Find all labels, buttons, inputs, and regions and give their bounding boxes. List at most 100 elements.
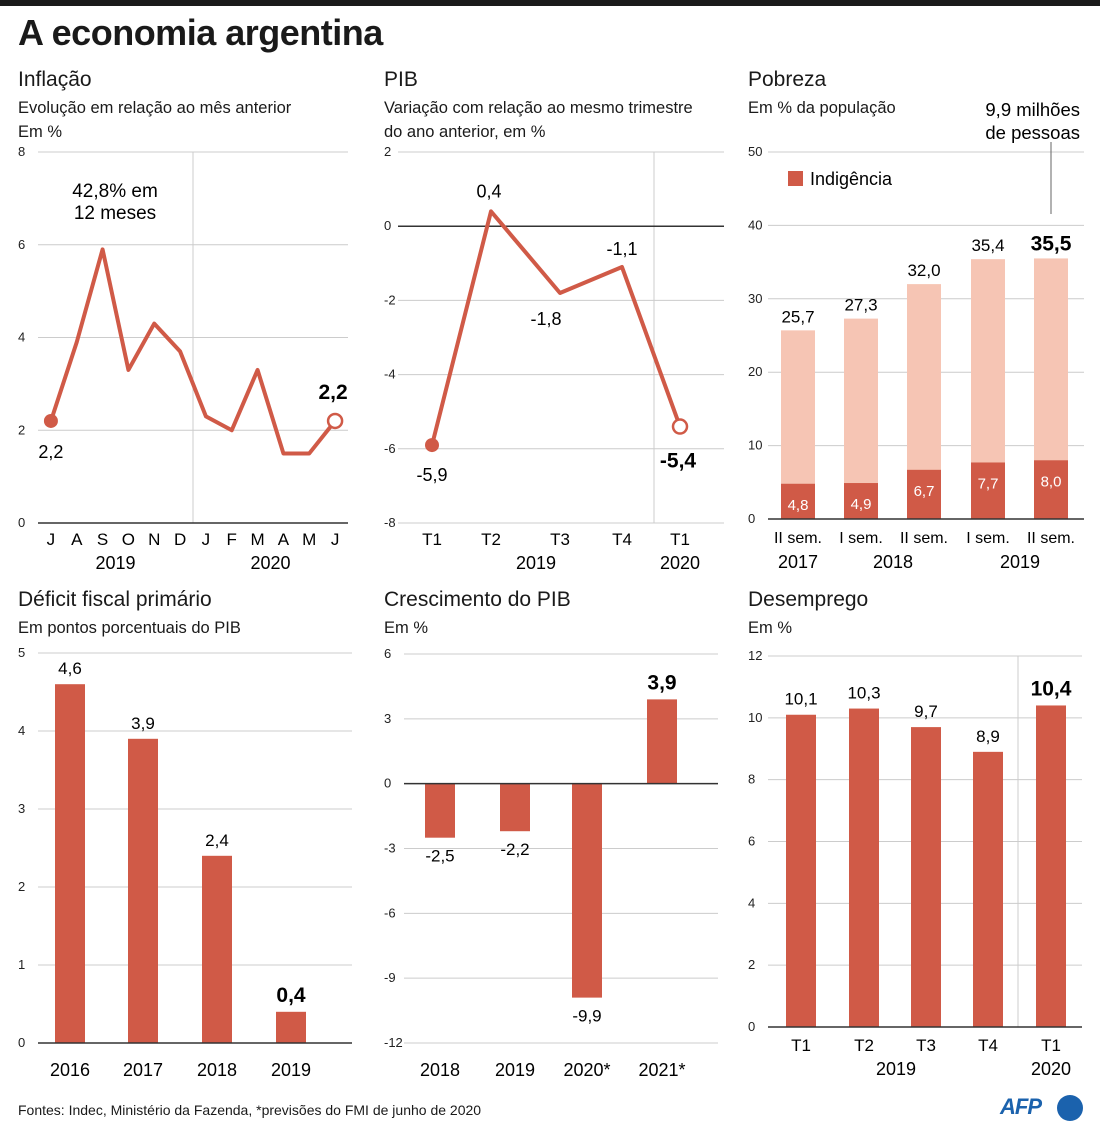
inflation-series-line [49, 247, 337, 456]
x-tick-label: J [47, 530, 56, 549]
y-tick-label: 30 [748, 291, 762, 306]
unemployment-bar [849, 708, 879, 1027]
x-tick-label: II sem. [774, 530, 822, 547]
deficit-title: Déficit fiscal primário [18, 588, 212, 611]
y-tick-label: -6 [384, 441, 396, 456]
unemployment-bar [973, 751, 1003, 1027]
inflation-title: Inflação [18, 68, 92, 91]
y-tick-label: 4 [748, 895, 755, 910]
growth-title: Crescimento do PIB [384, 588, 571, 611]
poverty-value-label: 35,4 [971, 236, 1004, 255]
bar-value-label: 10,4 [1031, 677, 1072, 700]
indigence-bar [1034, 460, 1068, 519]
y-tick-label: 0 [384, 776, 391, 791]
x-tick-label: A [278, 530, 290, 549]
y-tick-label: 2 [384, 144, 391, 159]
indigence-value-label: 6,7 [914, 483, 935, 500]
point-value-label: -5,9 [416, 465, 447, 485]
growth-panel: Crescimento do PIB Em % -12 -9 -6 -3 0 3 6 -2,5… [384, 588, 724, 1088]
indigence-value-label: 4,9 [851, 496, 872, 513]
x-tick-label: T3 [916, 1036, 936, 1055]
x-tick-label: 2019 [495, 1060, 535, 1080]
poverty-title: Pobreza [748, 68, 827, 91]
indigence-bar [844, 483, 878, 519]
afp-logo-dot [1057, 1095, 1083, 1121]
x-tick-label: F [227, 530, 237, 549]
last-value-label: 2,2 [318, 381, 347, 404]
x-tick-label: O [122, 530, 135, 549]
poverty-panel: Pobreza Em % da população 0 10 20 30 40 50 4,8… [748, 68, 1088, 578]
x-tick-label: J [331, 530, 340, 549]
y-tick-label: 4 [18, 723, 25, 738]
poverty-value-label: 32,0 [907, 261, 940, 280]
unemployment-chart: 0 2 4 6 8 10 12 10,1 10,3 9,7 8,9 10,4 T1 T2 T3 T4 T1 201… [748, 648, 1082, 1079]
footer-sources: Fontes: Indec, Ministério da Fazenda, *p… [18, 1102, 482, 1118]
x-tick-label: N [148, 530, 160, 549]
poverty-value-label: 25,7 [781, 307, 814, 326]
x-tick-label: 2020* [563, 1060, 610, 1080]
growth-subtitle: Em % [384, 619, 429, 637]
y-tick-label: 3 [384, 711, 391, 726]
indigence-value-label: 4,8 [788, 497, 809, 514]
x-tick-label: T2 [481, 530, 501, 549]
first-value-label: 2,2 [38, 442, 63, 462]
y-tick-label: 6 [18, 237, 25, 252]
y-tick-label: -4 [384, 367, 396, 382]
y-tick-label: 40 [748, 217, 762, 232]
people-annotation: 9,9 milhões de pessoas [985, 99, 1080, 143]
y-tick-label: 8 [748, 772, 755, 787]
legend-label: Indigência [810, 169, 893, 189]
x-tick-label: 2018 [197, 1060, 237, 1080]
y-tick-label: 0 [748, 511, 755, 526]
deficit-subtitle: Em pontos porcentuais do PIB [18, 619, 241, 637]
indigence-value-label: 7,7 [978, 475, 999, 492]
x-tick-label: D [174, 530, 186, 549]
x-tick-label: 2019 [271, 1060, 311, 1080]
legend-swatch [788, 171, 803, 186]
y-tick-label: 10 [748, 438, 762, 453]
point-value-label: -5,4 [660, 450, 697, 473]
page-title: A economia argentina [18, 12, 383, 53]
y-tick-label: 3 [18, 801, 25, 816]
y-tick-label: 8 [18, 144, 25, 159]
growth-bar [425, 783, 455, 838]
y-tick-label: 1 [18, 957, 25, 972]
deficit-panel: Déficit fiscal primário Em pontos porcen… [18, 588, 358, 1088]
data-point [326, 412, 344, 430]
year-label: 2018 [873, 552, 913, 572]
growth-bar [572, 783, 602, 998]
data-point [43, 413, 58, 428]
gdp-panel: PIB Variação com relação ao mesmo trimes… [384, 68, 734, 578]
deficit-bar [276, 1011, 306, 1043]
x-tick-label: T1 [670, 530, 690, 549]
x-tick-label: 2021* [638, 1060, 685, 1080]
x-tick-label: T1 [422, 530, 442, 549]
x-tick-label: T1 [791, 1036, 811, 1055]
y-tick-label: 4 [18, 330, 25, 345]
indigence-bar [907, 469, 941, 519]
data-point [425, 438, 439, 453]
bar-value-label: 2,4 [205, 831, 229, 850]
x-tick-label: T3 [550, 530, 570, 549]
y-tick-label: -8 [384, 515, 396, 530]
x-tick-label: 2016 [50, 1060, 90, 1080]
y-tick-label: 0 [18, 515, 25, 530]
point-value-label: 0,4 [476, 181, 501, 201]
poverty-value-label: 35,5 [1031, 232, 1072, 255]
y-tick-label: 10 [748, 710, 762, 725]
deficit-bar [128, 738, 158, 1043]
growth-bar [500, 783, 530, 832]
bar-value-label: 8,9 [976, 727, 1000, 746]
unemployment-bar [786, 714, 816, 1027]
y-tick-label: 6 [384, 646, 391, 661]
year-label: 2020 [660, 553, 700, 573]
year-label: 2020 [1031, 1059, 1071, 1079]
inflation-panel: Inflação Evolução em relação ao mês ante… [18, 68, 358, 578]
bar-value-label: -9,9 [572, 1007, 601, 1026]
y-tick-label: 0 [18, 1035, 25, 1050]
bar-value-label: 0,4 [276, 984, 306, 1007]
year-label: 2019 [876, 1059, 916, 1079]
afp-logo: AFP [1000, 1092, 1086, 1124]
unemployment-bar [1036, 705, 1066, 1027]
y-tick-label: 0 [748, 1019, 755, 1034]
